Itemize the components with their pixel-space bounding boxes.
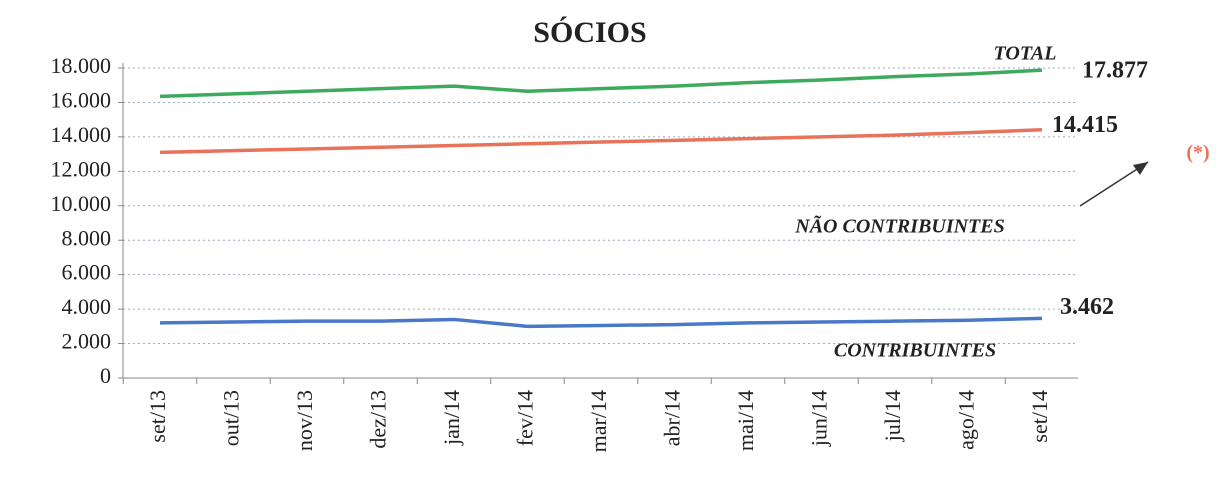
annotation: (*): [1186, 142, 1209, 164]
x-tick-label: out/13: [219, 390, 244, 446]
y-tick-label: 4.000: [62, 294, 112, 319]
y-tick-label: 6.000: [62, 260, 112, 285]
x-tick-label: abr/14: [660, 390, 685, 446]
x-tick-label: set/14: [1027, 390, 1052, 443]
series-line: [159, 68, 1043, 99]
series-label: NÃO CONTRIBUINTES: [794, 215, 1004, 238]
data-label: 14.415: [1052, 112, 1118, 138]
x-tick-label: jan/14: [439, 390, 464, 446]
arrow-head: [1133, 162, 1148, 175]
y-tick-label: 2.000: [62, 329, 112, 354]
y-tick-label: 8.000: [62, 225, 112, 250]
data-label: 17.877: [1082, 58, 1148, 84]
x-tick-label: mai/14: [733, 390, 758, 451]
x-tick-label: jun/14: [807, 390, 832, 447]
y-tick-label: 12.000: [51, 156, 112, 181]
x-tick-label: set/13: [145, 390, 170, 443]
chart-title: SÓCIOS: [533, 16, 646, 49]
x-tick-label: jul/14: [880, 390, 905, 442]
series-line: [159, 316, 1043, 329]
x-tick-label: nov/13: [292, 390, 317, 451]
data-label: 3.462: [1060, 294, 1114, 320]
x-tick-label: fev/14: [513, 390, 538, 446]
y-tick-label: 16.000: [51, 87, 112, 112]
series-label: TOTAL: [994, 43, 1057, 65]
y-tick-label: 10.000: [51, 191, 112, 216]
x-tick-label: ago/14: [954, 390, 979, 450]
y-tick-label: 14.000: [51, 122, 112, 147]
y-tick-label: 18.000: [51, 53, 112, 78]
series-line: [159, 127, 1043, 155]
y-tick-label: 0: [100, 363, 111, 388]
series-label: CONTRIBUINTES: [834, 340, 996, 362]
x-tick-label: dez/13: [366, 390, 391, 449]
x-tick-label: mar/14: [586, 390, 611, 452]
